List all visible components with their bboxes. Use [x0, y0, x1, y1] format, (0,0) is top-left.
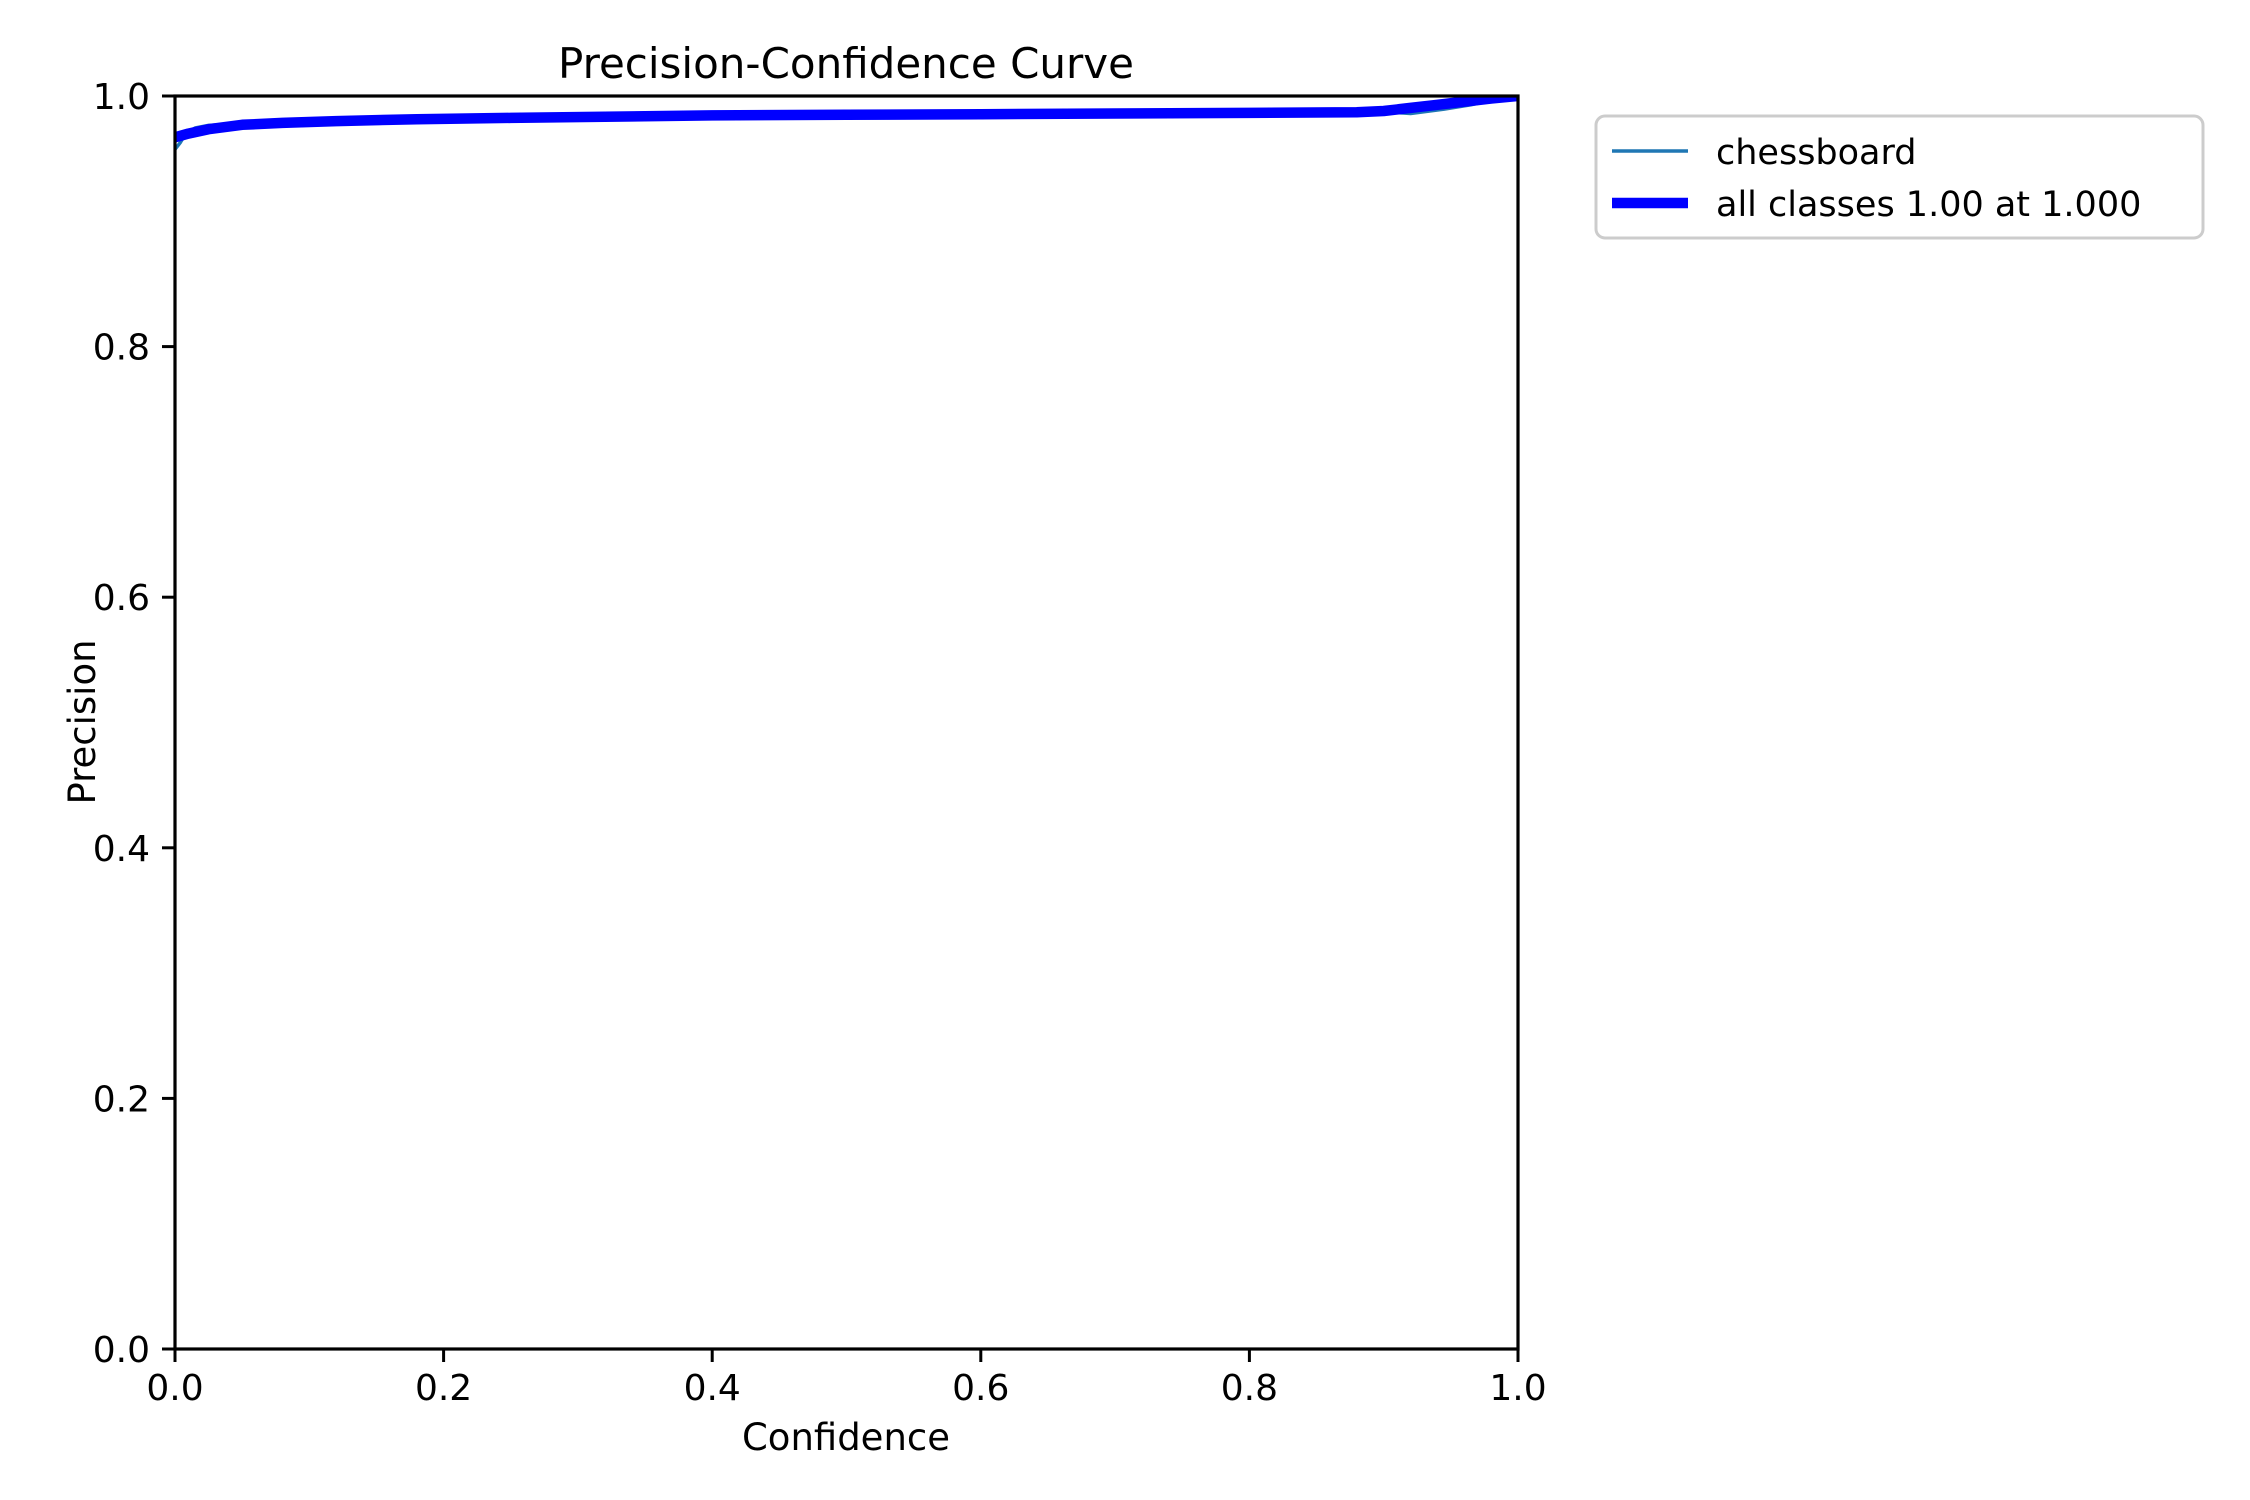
legend-box — [1594, 114, 2205, 240]
y-axis-label: Precision — [61, 639, 104, 804]
y-tick-label: 0.6 — [93, 578, 150, 619]
legend-label-chessboard: chessboard — [1716, 133, 1917, 173]
y-tick-label: 0.8 — [93, 328, 150, 369]
plot-border — [173, 94, 1520, 1351]
x-axis-ticks: 0.0 0.2 0.4 0.6 0.8 1.0 — [146, 1349, 1547, 1409]
series-lines — [175, 96, 1518, 151]
legend-label-all-classes: all classes 1.00 at 1.000 — [1716, 185, 2141, 225]
y-tick-label: 1.0 — [93, 77, 150, 118]
x-tick-label: 0.6 — [952, 1368, 1009, 1409]
x-axis-label: Confidence — [742, 1416, 950, 1459]
x-tick-label: 1.0 — [1489, 1368, 1546, 1409]
x-tick-label: 0.2 — [415, 1368, 472, 1409]
y-tick-label: 0.4 — [93, 829, 150, 870]
legend: chessboard all classes 1.00 at 1.000 — [1594, 114, 2205, 240]
y-tick-label: 0.0 — [93, 1330, 150, 1371]
y-tick-label: 0.2 — [93, 1079, 150, 1120]
chart-title: Precision-Confidence Curve — [558, 39, 1134, 88]
series-line-all-classes — [175, 96, 1518, 143]
x-tick-label: 0.0 — [146, 1368, 203, 1409]
y-axis-ticks: 0.0 0.2 0.4 0.6 0.8 1.0 — [93, 77, 175, 1371]
x-tick-label: 0.8 — [1221, 1368, 1278, 1409]
x-tick-label: 0.4 — [684, 1368, 741, 1409]
